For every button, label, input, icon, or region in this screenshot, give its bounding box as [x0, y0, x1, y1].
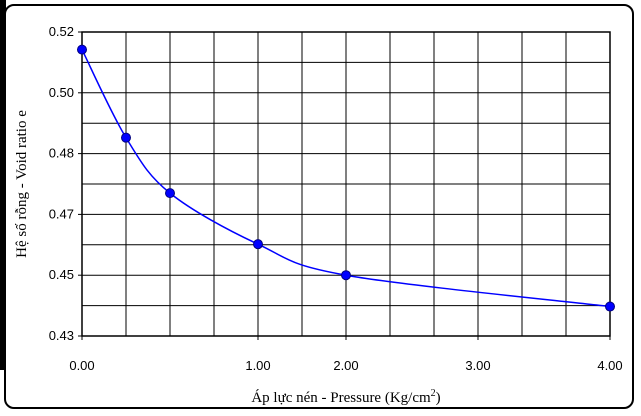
x-tick-label: 2.00: [333, 358, 358, 373]
x-axis-label: Áp lực nén - Pressure (Kg/cm2): [251, 388, 440, 406]
grid: [82, 32, 610, 336]
data-point: [121, 132, 131, 143]
x-tick-label: 4.00: [597, 358, 622, 373]
x-tick-label: 1.00: [245, 358, 270, 373]
y-axis-ticks: 0.43 0.45 0.47 0.48 0.50 0.52: [49, 24, 82, 343]
data-point: [605, 301, 615, 312]
y-tick-label: 0.43: [49, 328, 74, 343]
x-tick-label: 0.00: [69, 358, 94, 373]
y-axis-label: Hệ số rỗng - Void ratio e: [14, 110, 30, 258]
data-point: [341, 270, 351, 281]
series-points: [77, 44, 615, 312]
x-axis-label-superscript: 2: [431, 388, 436, 399]
y-tick-label: 0.45: [49, 267, 74, 282]
data-point: [165, 188, 175, 199]
left-border-bar: [0, 0, 6, 370]
data-point: [253, 239, 263, 250]
data-point: [77, 44, 87, 55]
y-tick-label: 0.48: [49, 146, 74, 161]
x-axis-ticks: 0.00 1.00 2.00 3.00 4.00: [69, 336, 623, 373]
y-tick-label: 0.47: [49, 206, 74, 221]
x-tick-label: 3.00: [465, 358, 490, 373]
y-tick-label: 0.52: [49, 24, 74, 39]
chart-frame: [4, 4, 634, 409]
y-tick-label: 0.50: [49, 85, 74, 100]
x-axis-label-end: ): [436, 390, 441, 406]
